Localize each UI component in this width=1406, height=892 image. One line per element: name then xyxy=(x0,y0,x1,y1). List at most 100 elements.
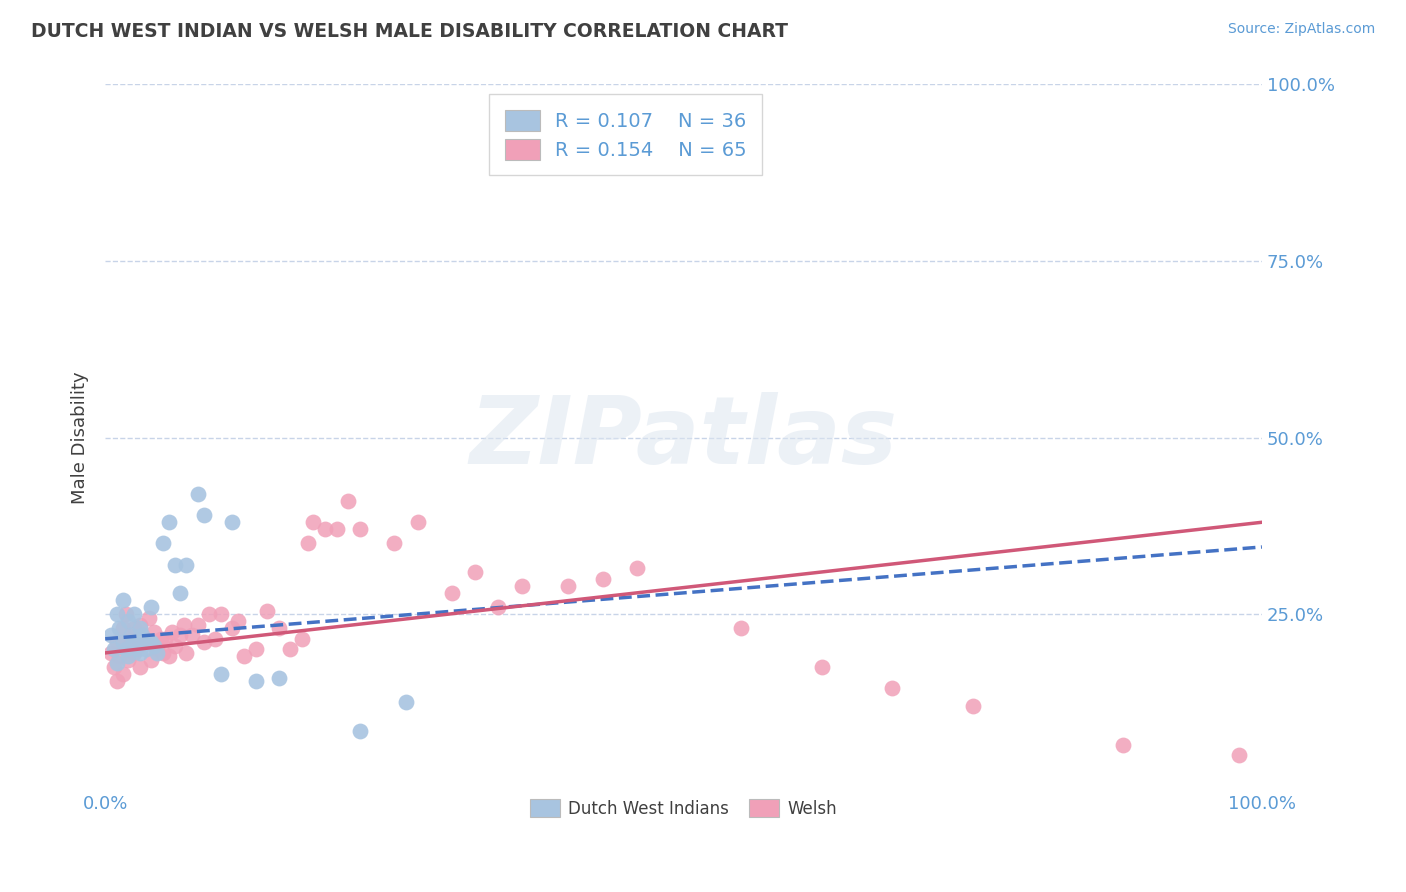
Point xyxy=(152,536,174,550)
Point xyxy=(198,607,221,621)
Point xyxy=(325,522,347,536)
Point xyxy=(187,487,209,501)
Point xyxy=(141,635,163,649)
Point xyxy=(267,671,290,685)
Point xyxy=(962,698,984,713)
Point xyxy=(157,515,180,529)
Point xyxy=(163,558,186,572)
Point xyxy=(169,586,191,600)
Point xyxy=(146,642,169,657)
Point xyxy=(267,621,290,635)
Point xyxy=(146,646,169,660)
Point xyxy=(204,632,226,646)
Point xyxy=(256,603,278,617)
Point xyxy=(278,642,301,657)
Point xyxy=(141,599,163,614)
Point xyxy=(187,617,209,632)
Point xyxy=(592,572,614,586)
Text: DUTCH WEST INDIAN VS WELSH MALE DISABILITY CORRELATION CHART: DUTCH WEST INDIAN VS WELSH MALE DISABILI… xyxy=(31,22,787,41)
Point xyxy=(221,621,243,635)
Point xyxy=(302,515,325,529)
Point xyxy=(626,561,648,575)
Point xyxy=(193,508,215,523)
Point xyxy=(117,649,139,664)
Point xyxy=(135,642,157,657)
Point xyxy=(174,646,197,660)
Point xyxy=(105,674,128,689)
Point xyxy=(384,536,406,550)
Point xyxy=(488,599,510,614)
Point xyxy=(103,660,125,674)
Point xyxy=(122,621,145,635)
Point xyxy=(129,621,152,635)
Point xyxy=(169,628,191,642)
Point xyxy=(115,642,138,657)
Point xyxy=(115,607,138,621)
Point xyxy=(880,681,903,696)
Point xyxy=(406,515,429,529)
Point xyxy=(557,579,579,593)
Point xyxy=(131,628,153,642)
Point xyxy=(209,607,232,621)
Point xyxy=(152,646,174,660)
Point xyxy=(117,614,139,628)
Point xyxy=(111,635,134,649)
Point xyxy=(349,723,371,738)
Point xyxy=(127,639,149,653)
Point xyxy=(441,586,464,600)
Point xyxy=(226,614,249,628)
Point xyxy=(120,632,142,646)
Point xyxy=(103,642,125,657)
Point xyxy=(395,695,418,709)
Point xyxy=(127,642,149,657)
Legend: Dutch West Indians, Welsh: Dutch West Indians, Welsh xyxy=(523,793,844,824)
Point xyxy=(221,515,243,529)
Point xyxy=(1227,748,1250,763)
Point xyxy=(811,660,834,674)
Point xyxy=(163,639,186,653)
Point xyxy=(291,632,314,646)
Point xyxy=(105,657,128,671)
Point xyxy=(149,632,172,646)
Point xyxy=(297,536,319,550)
Point xyxy=(120,628,142,642)
Point xyxy=(730,621,752,635)
Point xyxy=(122,607,145,621)
Point xyxy=(129,660,152,674)
Text: Source: ZipAtlas.com: Source: ZipAtlas.com xyxy=(1227,22,1375,37)
Text: ZIPatlas: ZIPatlas xyxy=(470,392,897,483)
Point xyxy=(100,628,122,642)
Point xyxy=(1112,738,1135,752)
Point xyxy=(105,607,128,621)
Point xyxy=(117,653,139,667)
Point xyxy=(108,621,131,635)
Point xyxy=(108,649,131,664)
Point xyxy=(129,617,152,632)
Point xyxy=(142,624,165,639)
Point xyxy=(510,579,533,593)
Point xyxy=(115,642,138,657)
Point xyxy=(209,667,232,681)
Point xyxy=(138,610,160,624)
Point xyxy=(100,646,122,660)
Point xyxy=(135,635,157,649)
Point xyxy=(233,649,256,664)
Point xyxy=(111,621,134,635)
Point xyxy=(111,593,134,607)
Point xyxy=(129,646,152,660)
Point xyxy=(349,522,371,536)
Point xyxy=(141,653,163,667)
Point xyxy=(111,667,134,681)
Point xyxy=(157,649,180,664)
Y-axis label: Male Disability: Male Disability xyxy=(72,371,89,504)
Point xyxy=(122,646,145,660)
Point xyxy=(138,635,160,649)
Point xyxy=(245,642,267,657)
Point xyxy=(105,635,128,649)
Point xyxy=(122,635,145,649)
Point xyxy=(314,522,336,536)
Point xyxy=(162,624,184,639)
Point xyxy=(245,674,267,689)
Point xyxy=(173,617,195,632)
Point xyxy=(142,639,165,653)
